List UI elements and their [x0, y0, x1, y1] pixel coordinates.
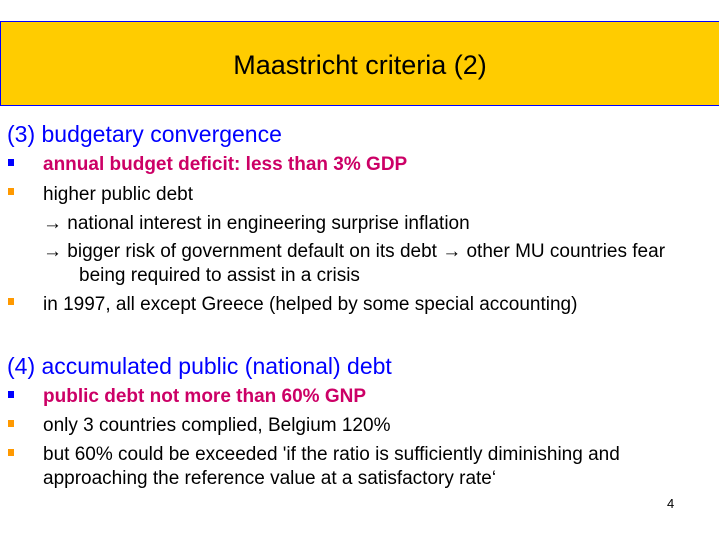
page-number: 4 — [667, 496, 675, 511]
section-4-heading: (4) accumulated public (national) debt — [7, 353, 392, 379]
square-bullet-icon — [8, 420, 14, 427]
square-bullet-icon — [8, 159, 14, 166]
square-bullet-icon — [8, 391, 14, 398]
deficit-criterion: annual budget deficit: less than 3% GDP — [43, 154, 408, 175]
bullet-exceeded: but 60% could be exceeded 'if the ratio … — [43, 444, 620, 465]
section-3-heading: (3) budgetary convergence — [7, 121, 282, 147]
sub-bullet-inflation: → national interest in engineering surpr… — [43, 213, 470, 234]
square-bullet-icon — [8, 449, 14, 456]
bullet-higher-debt: higher public debt — [43, 184, 193, 205]
bullet-1997: in 1997, all except Greece (helped by so… — [43, 294, 578, 315]
square-bullet-icon — [8, 298, 14, 305]
slide-title: Maastricht criteria (2) — [233, 50, 487, 80]
bullet-compliance: only 3 countries complied, Belgium 120% — [43, 415, 391, 436]
square-bullet-icon — [8, 188, 14, 195]
debt-criterion: public debt not more than 60% GNP — [43, 386, 367, 407]
title-banner: Maastricht criteria (2) — [0, 21, 719, 106]
sub-bullet-default-risk-cont: being required to assist in a crisis — [79, 265, 360, 286]
bullet-exceeded-cont: approaching the reference value at a sat… — [43, 468, 497, 489]
sub-bullet-default-risk: → bigger risk of government default on i… — [43, 241, 666, 262]
